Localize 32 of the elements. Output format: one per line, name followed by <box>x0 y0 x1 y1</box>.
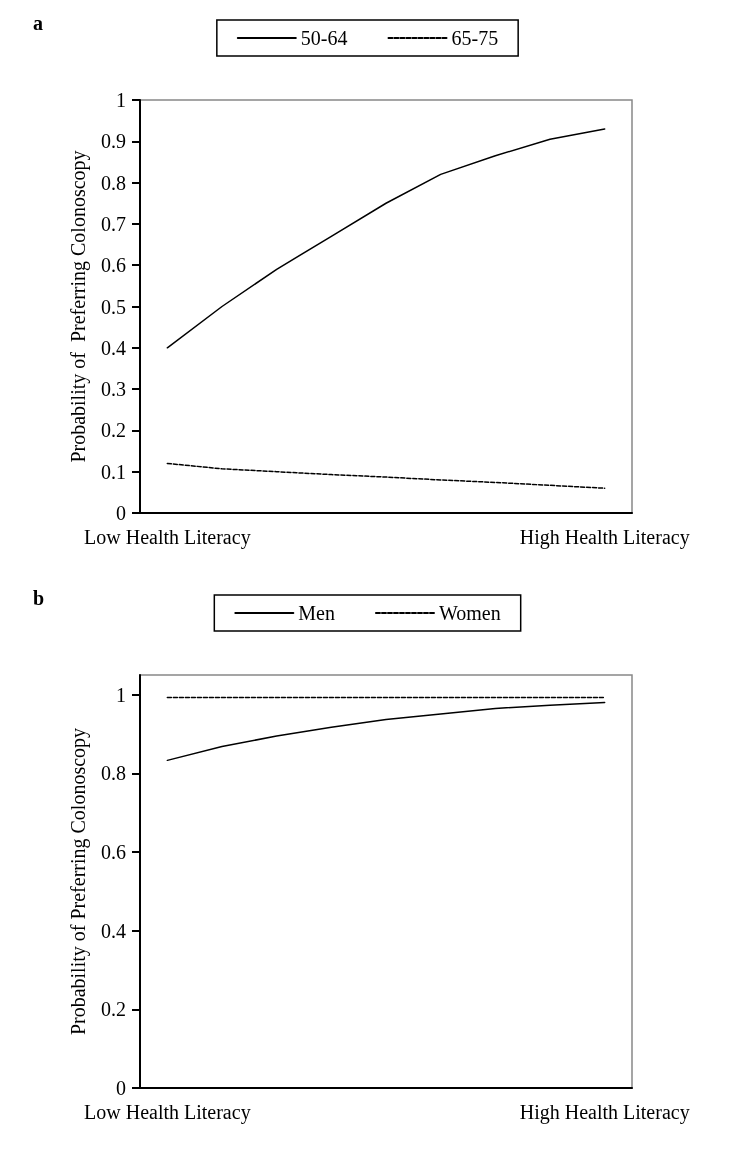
line-series <box>166 701 606 762</box>
legend-label: Women <box>438 602 501 624</box>
chart-title: b <box>33 587 45 609</box>
y-tick-label: 0.8 <box>101 762 126 785</box>
x-tick-label: Low Health Literacy <box>84 526 251 549</box>
y-tick-label: 0.7 <box>101 212 126 235</box>
y-tick-label: 0.6 <box>101 254 126 277</box>
line-series <box>166 128 606 349</box>
y-tick-label: 0.5 <box>101 295 126 318</box>
y-tick-label: 0.3 <box>101 378 126 401</box>
y-axis-title: Probability of Preferring Colonoscopy <box>67 727 90 1036</box>
x-tick-label: Low Health Literacy <box>84 1101 251 1124</box>
y-tick-label: 1 <box>116 683 126 706</box>
y-axis-title: Probability of Preferring Colonoscopy <box>67 150 90 463</box>
legend-label: 50-64 <box>300 27 348 49</box>
legend-label: 65-75 <box>451 27 499 49</box>
y-tick-label: 0.8 <box>101 171 126 194</box>
y-tick-label: 0.2 <box>101 998 126 1021</box>
y-tick-label: 0.4 <box>101 336 126 359</box>
y-tick-label: 0.1 <box>101 460 126 483</box>
y-tick-label: 0 <box>116 502 126 524</box>
y-tick-label: 0.4 <box>101 919 126 942</box>
y-tick-label: 0.9 <box>101 130 126 153</box>
line-series <box>166 462 606 489</box>
y-tick-label: 1 <box>116 89 126 111</box>
y-tick-label: 0 <box>116 1077 126 1099</box>
y-tick-label: 0.6 <box>101 841 126 863</box>
x-tick-label: High Health Literacy <box>519 526 690 549</box>
x-tick-label: High Health Literacy <box>519 1101 690 1124</box>
legend-label: Men <box>298 602 335 624</box>
chart-title: a <box>33 12 43 34</box>
y-tick-label: 0.2 <box>101 419 126 442</box>
